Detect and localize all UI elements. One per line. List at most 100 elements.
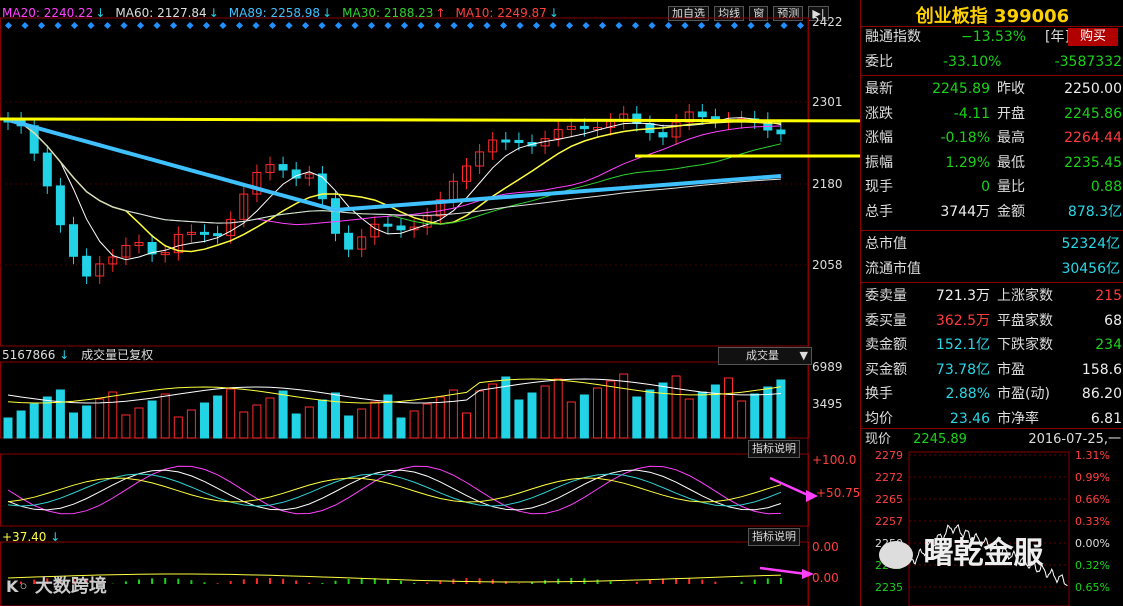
chart-mark [87,21,95,30]
volume-bars-group [3,373,786,439]
quote-label: 涨幅 [865,130,893,146]
collapse-panel-icon[interactable]: ▶| [808,6,829,21]
ma-legend: MA20: 2240.22 ↓ MA60: 2127.84 ↓ MA89: 2258.9… [2,2,569,20]
ma-toggle-button[interactable]: 均线 [714,6,745,21]
chart-mark [226,388,236,439]
chart-mark [737,400,747,439]
chart-mark [278,164,288,171]
quote-value: 1.29% [945,154,990,171]
chart-mark [317,399,327,439]
chart-mark [409,226,419,231]
volume-note: 成交量已复权 [81,348,154,362]
quote-row: 委买量 362.5万 平盘家数 68 [865,309,1122,333]
intraday-chart[interactable] [861,448,1123,606]
chart-mark [549,21,557,30]
chart-mark [632,396,642,439]
quote-row: 涨跌 -4.11 开盘 2245.86 [865,102,1122,126]
chart-mark [351,21,359,30]
chart-mark [173,416,183,439]
chart-mark [566,401,576,439]
chart-mark [553,378,563,439]
chart-mark [514,139,524,144]
chart-mark [82,255,92,277]
intraday-header: 现价 2245.89 2016-07-25,一 [865,432,1121,447]
chart-mark [697,391,707,439]
quote-value: 30456亿 [1061,260,1120,277]
chart-canvas [0,17,860,606]
quote-row: 卖金额 152.1亿 下跌家数 234 [865,333,1122,357]
indicator1-help-button[interactable]: 指标说明 [748,440,800,458]
chart-mark [684,398,694,439]
chart-mark [750,393,760,439]
chart-toolbar: 加自选 均线 窗 预测 ▶| [668,2,829,22]
chart-mark [121,244,131,258]
indicator-selector[interactable]: 成交量 ▼ [718,347,812,365]
intraday-pct-tick: 0.33% [1075,515,1110,528]
chart-mark [235,21,244,30]
chart-mark [7,477,782,503]
chart-mark [42,152,52,187]
chart-mark [54,21,62,30]
chart-mark [579,394,589,439]
chart-mark [648,21,656,30]
chart-mark [384,21,392,30]
indicator2-help-button[interactable]: 指标说明 [748,528,800,546]
kline-chart-area[interactable]: MA20: 2240.22 ↓ MA60: 2127.84 ↓ MA89: 2258.9… [0,0,860,606]
chart-mark [435,199,445,217]
chart-mark [7,378,781,404]
window-button[interactable]: 窗 [749,6,769,21]
forecast-button[interactable]: 预测 [773,6,804,21]
chart-mark [475,151,485,167]
wechat-icon [879,540,913,569]
indicator2-axis-top: 0.00 [812,540,839,554]
quote-label: 平盘家数 [997,312,1053,329]
ma-legend-item: MA10: 2249.87 [455,6,547,20]
chart-mark [367,21,376,30]
quote-value: 2245.86 [1064,105,1122,122]
quote-value: 2.88% [945,386,990,402]
chart-mark [483,21,491,30]
intraday-pct-tick: 0.66% [1075,493,1110,506]
quote-label: 总手 [865,203,893,220]
quote-label: 振幅 [865,154,893,171]
chart-mark [136,21,145,30]
chart-mark [780,21,788,30]
chart-mark [7,117,782,261]
chart-mark [95,398,105,439]
resistance-line [0,117,860,123]
ma-trend-arrow-icon: ↓ [95,6,106,20]
price-axis-label: 2301 [812,95,843,109]
chart-mark [120,21,128,30]
chart-mark [776,129,786,135]
chart-mark [134,407,144,439]
ma-lines-group [7,117,782,261]
chart-mark [593,387,602,439]
chart-mark [514,399,524,439]
chart-mark [318,21,326,30]
chart-mark [466,21,475,30]
chart-mark [160,252,170,256]
indicator2-arrow-icon [802,569,814,579]
buy-button[interactable]: 购买 [1067,28,1118,46]
chart-mark [396,225,406,231]
margin-index-row: 融通指数 −13.53% [年] 购买 [865,25,1122,49]
watermark-left: K◦ 大数跨境 [6,576,107,597]
webi-row: 委比 -33.10% -3587332 [865,54,1122,70]
quote-value: 86.20 [1081,386,1122,402]
price-axis-label: 2180 [812,177,843,191]
quote-row: 委卖量 721.3万 上涨家数 215 [865,284,1122,308]
quote-label: 涨跌 [865,105,893,122]
chart-mark [331,392,340,439]
chart-mark [488,383,498,439]
chart-mark [153,21,161,30]
add-watchlist-button[interactable]: 加自选 [668,6,709,21]
quote-value: 152.1亿 [935,337,990,353]
quote-value: 0 [981,179,990,195]
chart-mark [103,21,112,30]
chart-mark [435,396,445,439]
chart-mark [579,125,589,130]
quote-row: 现手 0 量比 0.88 [865,175,1122,199]
quote-row: 振幅 1.29% 最低 2235.45 [865,151,1122,175]
chart-mark [7,118,782,213]
quote-value: 0.88 [1090,179,1122,195]
